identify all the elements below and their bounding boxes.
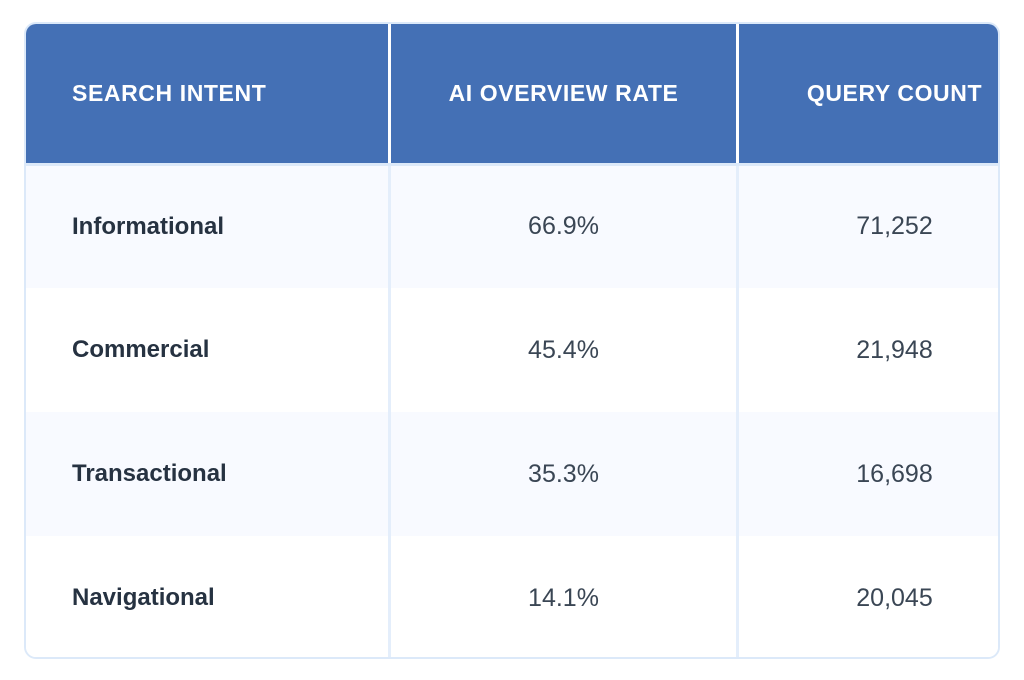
cell-query-count: 16,698 xyxy=(737,412,998,536)
search-intent-table: SEARCH INTENT AI OVERVIEW RATE QUERY COU… xyxy=(26,24,998,657)
cell-ai-overview-rate: 45.4% xyxy=(389,288,739,412)
cell-ai-overview-rate: 14.1% xyxy=(389,536,739,657)
cell-search-intent: Commercial xyxy=(26,288,391,412)
column-header-search-intent[interactable]: SEARCH INTENT xyxy=(26,24,391,166)
cell-search-intent: Transactional xyxy=(26,412,391,536)
table-row[interactable]: Transactional 35.3% 16,698 xyxy=(26,412,998,536)
cell-search-intent: Navigational xyxy=(26,536,391,657)
column-header-ai-overview-rate[interactable]: AI OVERVIEW RATE xyxy=(389,24,739,166)
table-row[interactable]: Commercial 45.4% 21,948 xyxy=(26,288,998,412)
cell-search-intent: Informational xyxy=(26,164,391,288)
table-header: SEARCH INTENT AI OVERVIEW RATE QUERY COU… xyxy=(26,24,998,166)
column-header-query-count[interactable]: QUERY COUNT xyxy=(737,24,998,166)
table-header-row: SEARCH INTENT AI OVERVIEW RATE QUERY COU… xyxy=(26,24,998,166)
cell-query-count: 20,045 xyxy=(737,536,998,657)
table-row[interactable]: Informational 66.9% 71,252 xyxy=(26,164,998,288)
table-body: Informational 66.9% 71,252 Commercial 45… xyxy=(26,164,998,657)
cell-ai-overview-rate: 35.3% xyxy=(389,412,739,536)
cell-query-count: 71,252 xyxy=(737,164,998,288)
table-row[interactable]: Navigational 14.1% 20,045 xyxy=(26,536,998,657)
cell-ai-overview-rate: 66.9% xyxy=(389,164,739,288)
intent-table-card: SEARCH INTENT AI OVERVIEW RATE QUERY COU… xyxy=(24,22,1000,659)
cell-query-count: 21,948 xyxy=(737,288,998,412)
